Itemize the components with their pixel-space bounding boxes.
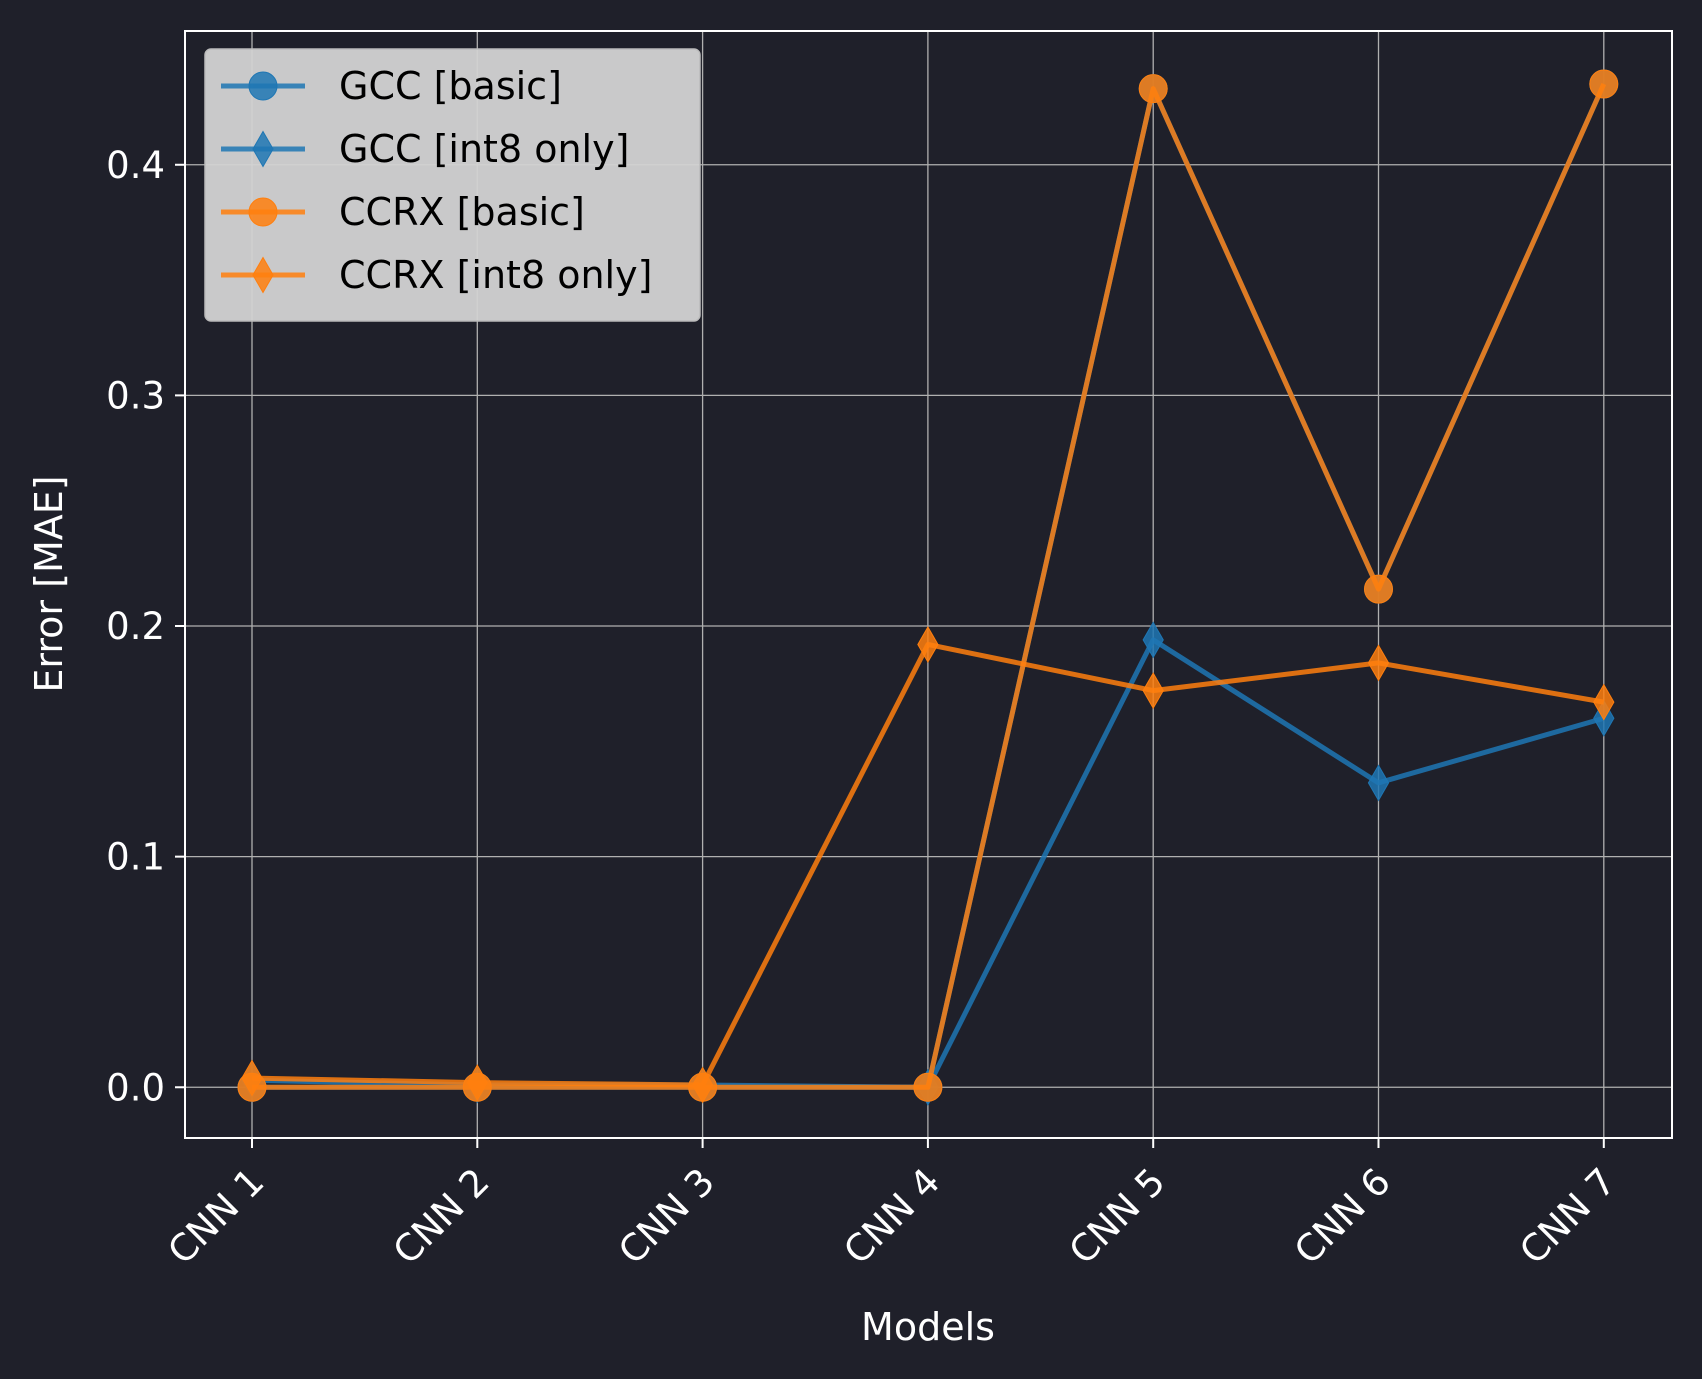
y-axis-ticks: 0.0 0.1 0.2 0.3 0.4 <box>106 144 185 1109</box>
y-tick-label: 0.3 <box>106 374 165 417</box>
legend-item: CCRX [basic] <box>221 190 585 234</box>
data-point <box>241 1059 263 1097</box>
y-tick-label: 0.0 <box>106 1066 165 1109</box>
data-point <box>1367 644 1390 682</box>
legend-marker <box>248 197 278 227</box>
y-tick-label: 0.1 <box>106 836 165 879</box>
legend-box <box>204 48 701 322</box>
data-point <box>1138 74 1168 104</box>
legend-item: GCC [basic] <box>221 64 562 108</box>
y-axis-label: Error [MAE] <box>27 475 71 692</box>
data-point <box>1364 574 1393 604</box>
data-point <box>1589 69 1619 99</box>
data-point <box>1367 764 1390 802</box>
data-point <box>917 625 939 663</box>
legend-marker <box>248 71 278 101</box>
legend-item: CCRX [int8 only] <box>221 253 652 297</box>
legend-marker <box>252 130 274 168</box>
series-group <box>237 69 1619 1106</box>
legend-label: GCC [int8 only] <box>339 127 629 171</box>
legend-label: CCRX [int8 only] <box>339 253 652 297</box>
legend-label: CCRX [basic] <box>339 190 585 234</box>
x-axis-label: Models <box>861 1305 995 1349</box>
series-3 <box>241 625 1615 1104</box>
data-point <box>1593 683 1615 721</box>
legend: GCC [basic] GCC [int8 only] CCRX [basic] CC… <box>204 48 701 322</box>
legend-marker <box>252 256 274 294</box>
y-tick-label: 0.2 <box>106 605 165 648</box>
legend-item: GCC [int8 only] <box>221 127 629 171</box>
legend-label: GCC [basic] <box>339 64 562 108</box>
data-point <box>691 1066 714 1104</box>
data-point <box>1142 621 1164 659</box>
y-tick-label: 0.4 <box>106 144 165 187</box>
data-point <box>466 1064 488 1102</box>
data-point <box>1142 672 1164 710</box>
data-point <box>913 1072 943 1102</box>
